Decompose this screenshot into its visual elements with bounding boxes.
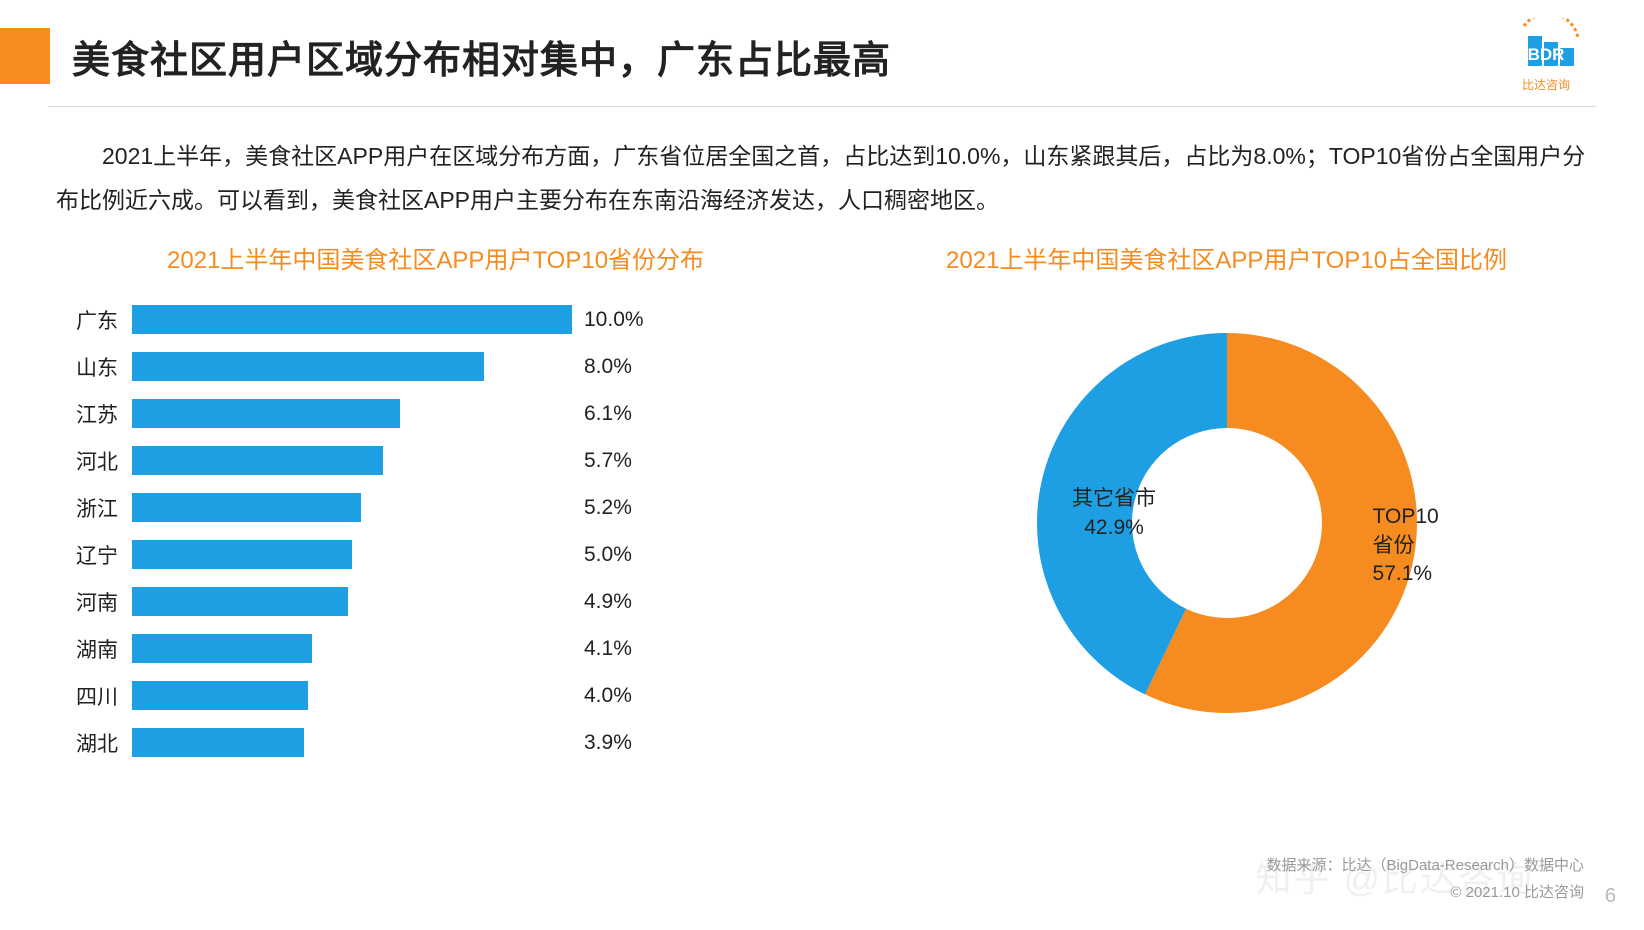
bar-track <box>132 634 572 663</box>
donut-chart-body: TOP10省份57.1% 其它省市42.9% <box>1017 313 1437 733</box>
bar-fill <box>132 587 348 616</box>
bar-track <box>132 305 572 334</box>
bar-value: 4.0% <box>584 684 632 708</box>
bar-label: 江苏 <box>60 399 118 429</box>
charts-container: 2021上半年中国美食社区APP用户TOP10省份分布 广东 10.0% 山东 8.0… <box>0 240 1644 773</box>
bar-row: 河北 5.7% <box>60 444 815 477</box>
bar-fill <box>132 399 400 428</box>
logo-icon: BDR <box>1506 18 1586 74</box>
bar-track <box>132 446 572 475</box>
bar-fill <box>132 352 484 381</box>
bar-track <box>132 399 572 428</box>
bar-track <box>132 728 572 757</box>
bar-value: 6.1% <box>584 402 632 426</box>
bar-fill <box>132 446 383 475</box>
donut-label: 其它省市42.9% <box>1072 485 1156 542</box>
bar-label: 河南 <box>60 587 118 617</box>
bar-row: 四川 4.0% <box>60 679 815 712</box>
bar-chart-title: 2021上半年中国美食社区APP用户TOP10省份分布 <box>56 240 815 275</box>
bar-value: 10.0% <box>584 308 644 332</box>
bar-value: 5.2% <box>584 496 632 520</box>
bar-row: 湖南 4.1% <box>60 632 815 665</box>
bar-chart-body: 广东 10.0% 山东 8.0% 江苏 6.1% 河北 5.7% 浙江 5.2% 辽宁 5.0% 河南 4… <box>56 303 815 759</box>
logo-subtext: 比达咨询 <box>1496 76 1596 93</box>
bar-value: 8.0% <box>584 355 632 379</box>
bar-row: 浙江 5.2% <box>60 491 815 524</box>
bar-row: 江苏 6.1% <box>60 397 815 430</box>
bar-fill <box>132 728 304 757</box>
divider <box>48 106 1596 107</box>
footer-source: 数据来源：比达（BigData-Research）数据中心 <box>1266 852 1584 879</box>
bar-track <box>132 540 572 569</box>
bar-value: 4.9% <box>584 590 632 614</box>
bar-label: 山东 <box>60 352 118 382</box>
bar-fill <box>132 540 352 569</box>
bar-row: 湖北 3.9% <box>60 726 815 759</box>
description: 2021上半年，美食社区APP用户在区域分布方面，广东省位居全国之首，占比达到1… <box>56 135 1588 222</box>
footer: 数据来源：比达（BigData-Research）数据中心 © 2021.10 … <box>1266 852 1584 906</box>
bar-label: 辽宁 <box>60 540 118 570</box>
page-title: 美食社区用户区域分布相对集中，广东占比最高 <box>72 29 891 84</box>
bar-row: 河南 4.9% <box>60 585 815 618</box>
bar-label: 浙江 <box>60 493 118 523</box>
bar-label: 四川 <box>60 681 118 711</box>
bar-value: 3.9% <box>584 731 632 755</box>
svg-text:BDR: BDR <box>1528 45 1565 64</box>
header: 美食社区用户区域分布相对集中，广东占比最高 <box>0 0 1644 104</box>
page-number: 6 <box>1605 885 1616 908</box>
bar-fill <box>132 493 361 522</box>
bar-track <box>132 587 572 616</box>
bar-label: 湖南 <box>60 634 118 664</box>
bar-row: 广东 10.0% <box>60 303 815 336</box>
bar-value: 5.7% <box>584 449 632 473</box>
bar-row: 山东 8.0% <box>60 350 815 383</box>
accent-block <box>0 28 50 84</box>
bar-chart: 2021上半年中国美食社区APP用户TOP10省份分布 广东 10.0% 山东 8.0… <box>56 240 815 773</box>
bar-value: 4.1% <box>584 637 632 661</box>
bar-track <box>132 493 572 522</box>
bar-track <box>132 352 572 381</box>
bar-value: 5.0% <box>584 543 632 567</box>
bar-row: 辽宁 5.0% <box>60 538 815 571</box>
bar-label: 河北 <box>60 446 118 476</box>
bar-fill <box>132 634 312 663</box>
donut-chart-title: 2021上半年中国美食社区APP用户TOP10占全国比例 <box>946 240 1507 275</box>
donut-chart: 2021上半年中国美食社区APP用户TOP10占全国比例 TOP10省份57.1… <box>865 240 1588 773</box>
footer-copyright: © 2021.10 比达咨询 <box>1266 879 1584 906</box>
bar-track <box>132 681 572 710</box>
bar-label: 湖北 <box>60 728 118 758</box>
donut-label: TOP10省份57.1% <box>1373 503 1439 588</box>
bar-fill <box>132 681 308 710</box>
bar-label: 广东 <box>60 305 118 335</box>
bar-fill <box>132 305 572 334</box>
logo: BDR 比达咨询 <box>1496 18 1596 98</box>
